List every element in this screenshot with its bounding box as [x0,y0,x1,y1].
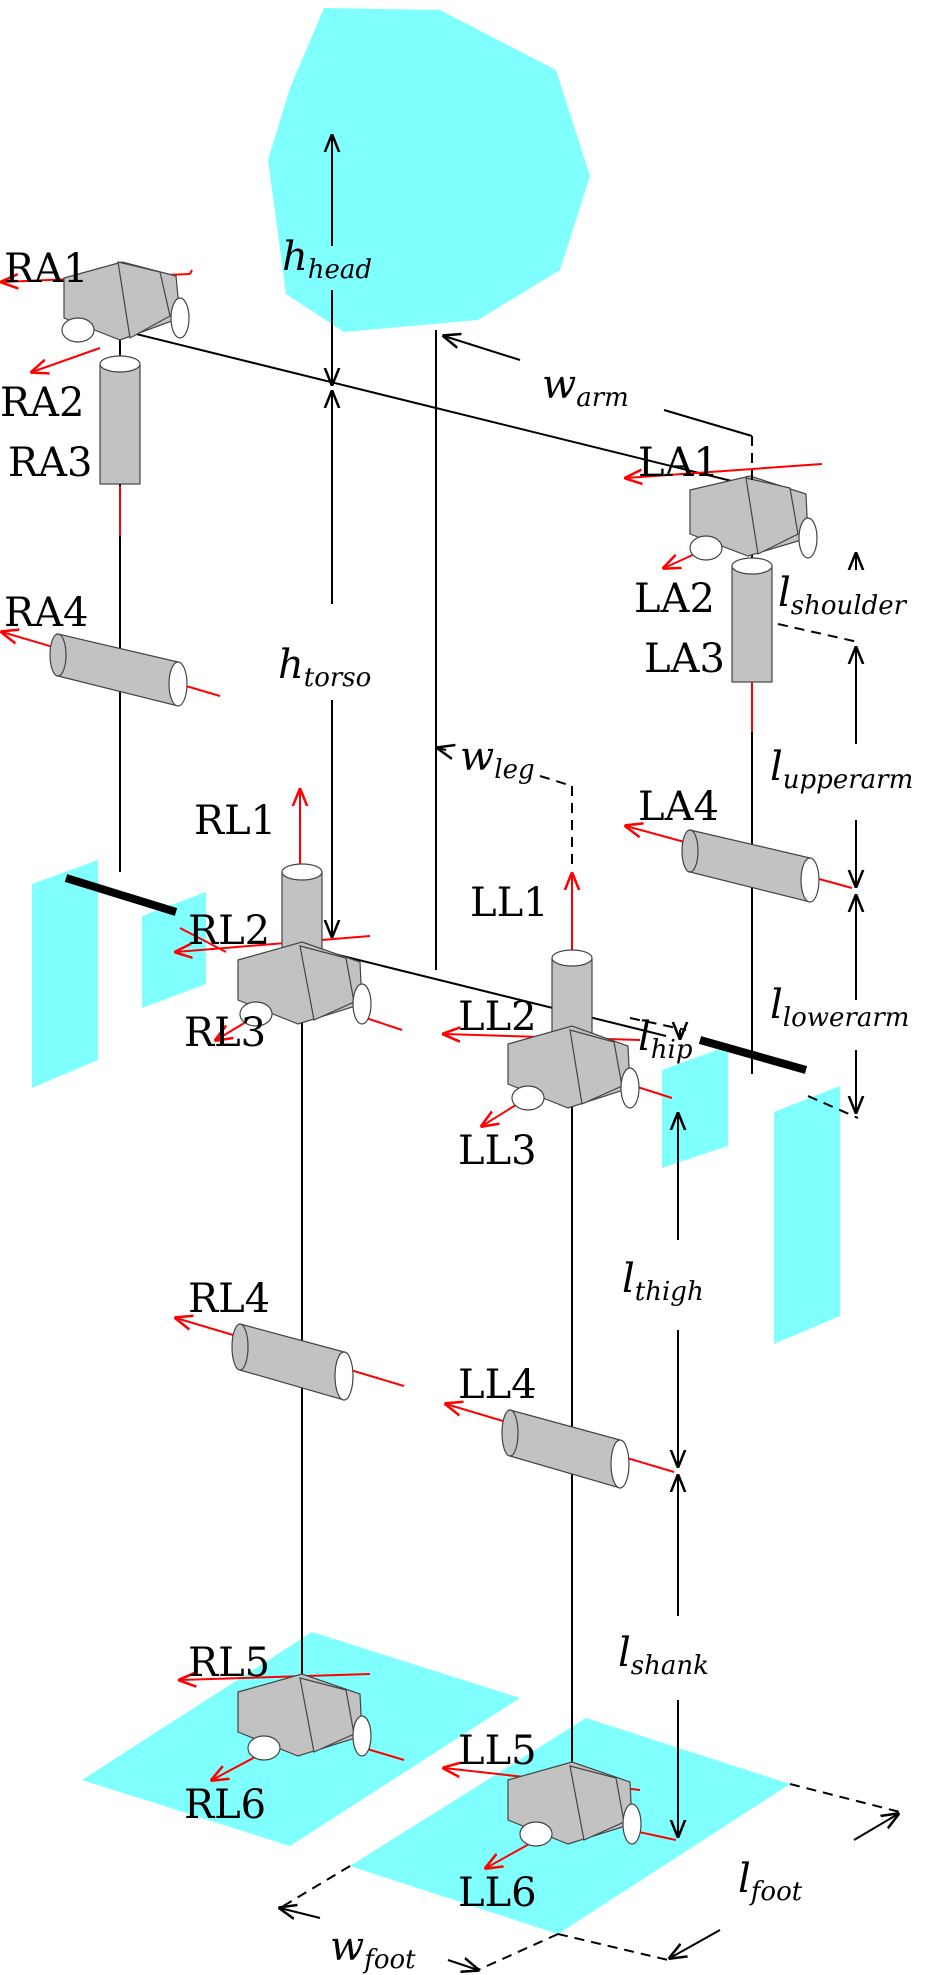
label-rl3: RL3 [184,1010,266,1056]
dim-w-leg: wleg [460,734,535,785]
label-ll4: LL4 [458,1362,537,1408]
label-ra4: RA4 [4,590,88,636]
dim-l-foot: lfoot [738,1856,803,1907]
actuator-la3 [731,557,773,683]
actuator-ll4 [501,1409,630,1489]
actuator-ra1 [61,261,190,343]
label-la4: LA4 [638,784,719,830]
label-ra1: RA1 [4,246,88,292]
actuator-la1 [689,475,818,561]
right-hand-outer [32,860,98,1088]
dim-h-torso: htorso [278,642,371,693]
label-rl4: RL4 [188,1276,270,1322]
dim-w-arm: warm [542,362,629,413]
dim-l-hip: lhip [638,1014,693,1065]
dimension-lines [280,136,900,1970]
label-la1: LA1 [638,440,719,486]
actuator-ll5-ll6 [507,1761,642,1847]
head [268,8,590,332]
label-la3: LA3 [644,636,725,682]
actuator-rl4 [231,1323,354,1401]
dim-h-head: hhead [282,234,372,285]
dim-l-thigh: lthigh [622,1256,704,1307]
label-la2: LA2 [634,576,715,622]
dim-l-shank: lshank [618,1630,709,1681]
actuator-ll1-ll3 [507,949,640,1111]
dim-w-foot: wfoot [330,1924,416,1975]
label-ra2: RA2 [0,380,84,426]
left-hand-outer [774,1086,840,1344]
label-ll6: LL6 [458,1870,537,1916]
actuator-rl5-rl6 [237,1673,372,1761]
actuator-ra4 [49,633,188,707]
label-ll1: LL1 [470,880,549,926]
label-rl6: RL6 [184,1782,266,1828]
label-ra3: RA3 [8,440,92,486]
dim-l-upperarm: lupperarm [770,744,913,795]
label-rl5: RL5 [188,1640,270,1686]
dim-l-lowerarm: llowerarm [770,982,909,1033]
actuator-rl1-rl3 [237,863,372,1027]
label-ll2: LL2 [458,994,537,1040]
label-ll5: LL5 [458,1728,537,1774]
label-rl2: RL2 [188,908,270,954]
label-ll3: LL3 [458,1128,537,1174]
actuator-ra3 [99,355,141,485]
actuator-la4 [681,829,820,903]
label-rl1: RL1 [194,798,276,844]
dim-l-shoulder: lshoulder [778,570,908,621]
